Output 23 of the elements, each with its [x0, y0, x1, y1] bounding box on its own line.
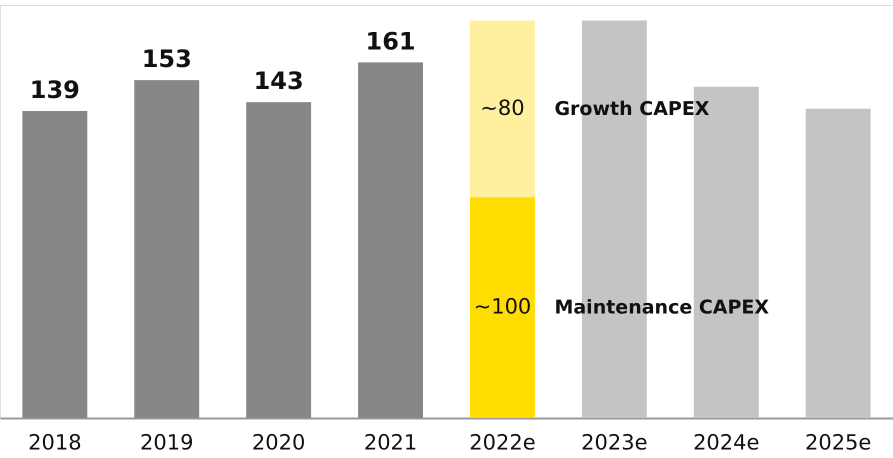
data-label: ~100 [474, 294, 532, 319]
bar [470, 20, 535, 198]
x-tick-label: 2018 [28, 430, 82, 454]
x-tick-label: 2025e [804, 430, 872, 454]
bar [246, 102, 312, 418]
annotation: Maintenance CAPEX [554, 296, 770, 319]
x-tick-label: 2023e [581, 430, 648, 454]
data-label: 143 [254, 67, 304, 96]
x-tick-label: 2022e [469, 430, 536, 454]
x-tick-label: 2021 [364, 430, 418, 454]
bar [22, 111, 88, 418]
data-label: ~80 [480, 96, 525, 120]
annotation: Growth CAPEX [554, 98, 710, 120]
data-label: 139 [30, 76, 80, 104]
bar [358, 62, 423, 418]
bar [806, 108, 871, 418]
bar [134, 80, 200, 418]
x-tick-label: 2020 [252, 430, 306, 454]
x-tick-label: 2019 [140, 430, 194, 454]
bar [470, 197, 535, 418]
data-label: 153 [142, 45, 192, 74]
x-tick-label: 2024e [693, 430, 760, 454]
data-label: 161 [365, 27, 416, 56]
